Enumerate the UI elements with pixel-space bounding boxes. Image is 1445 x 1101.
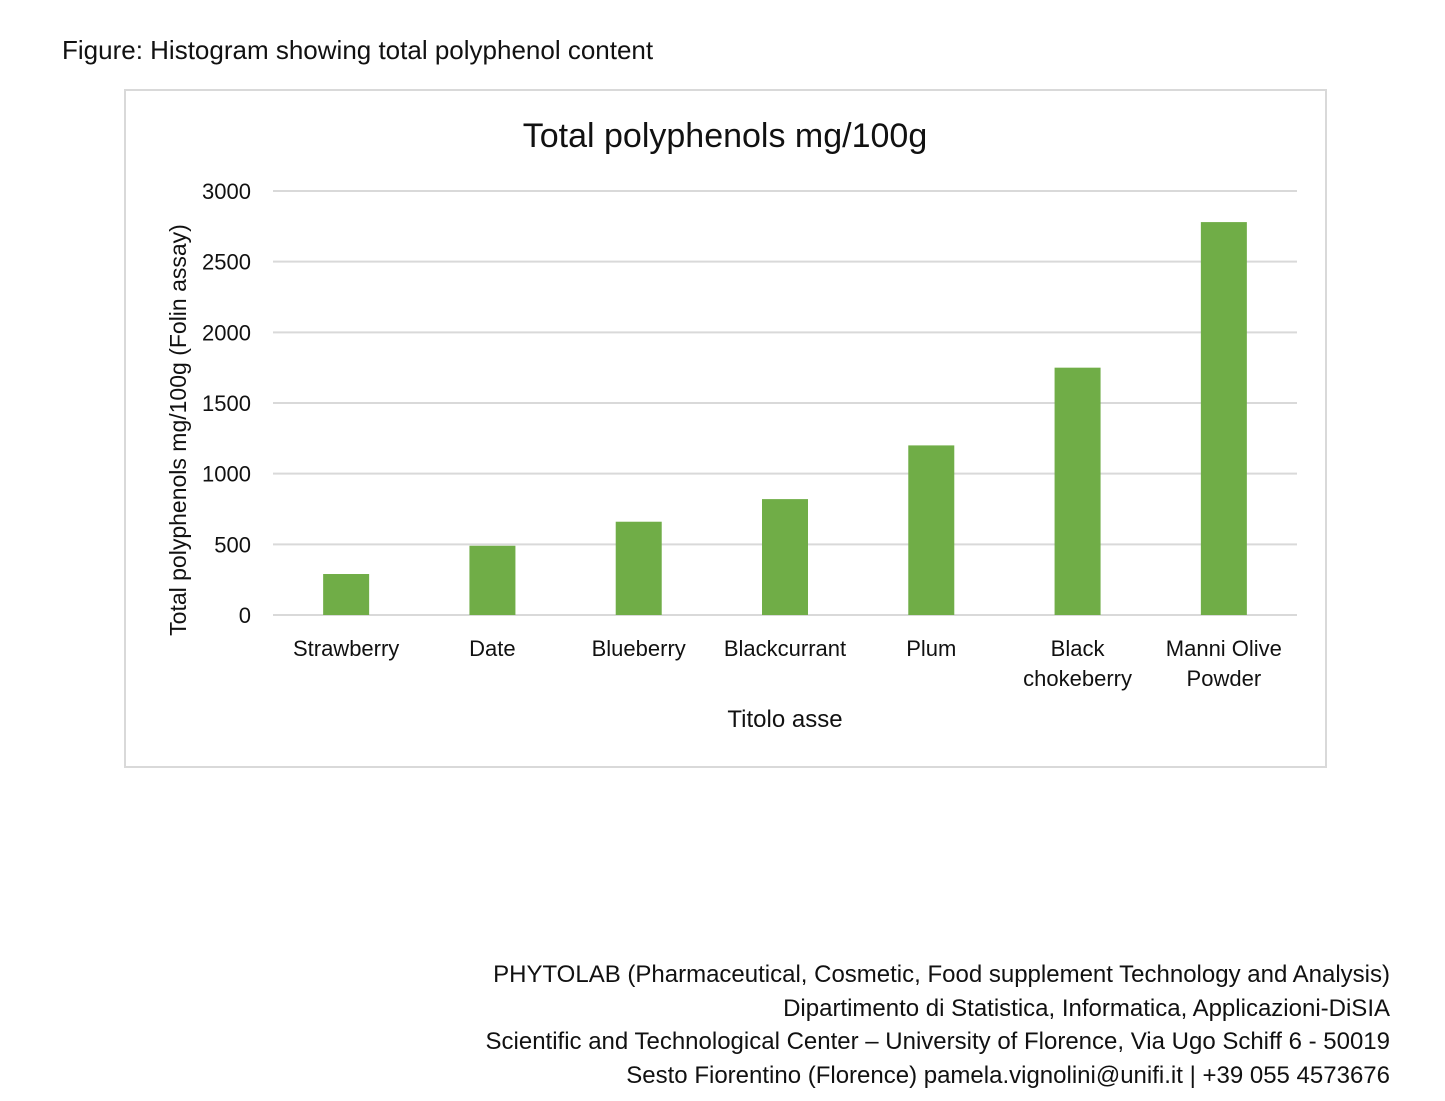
chart-frame	[124, 89, 1327, 768]
footer-line-address: Scientific and Technological Center – Un…	[485, 1028, 1391, 1055]
x-tick-label: Manni Olive	[1166, 636, 1282, 661]
x-tick-label: Black	[1051, 636, 1106, 661]
x-axis-label: Titolo asse	[727, 706, 842, 733]
bar	[1200, 222, 1247, 616]
footer-line-lab: PHYTOLAB (Pharmaceutical, Cosmetic, Food…	[493, 961, 1390, 988]
footer-line-contact: Sesto Fiorentino (Florence) pamela.vigno…	[626, 1061, 1390, 1089]
y-axis-label: Total polyphenols mg/100g (Folin assay)	[165, 224, 191, 636]
x-tick-label: Blackcurrant	[724, 636, 846, 661]
y-tick-label: 1500	[202, 391, 251, 416]
chart-title: Total polyphenols mg/100g	[523, 117, 928, 155]
x-tick-label: Plum	[906, 636, 956, 661]
bar	[1054, 367, 1101, 615]
footer-credits: PHYTOLAB (Pharmaceutical, Cosmetic, Food…	[486, 958, 1391, 1092]
bars	[323, 222, 1247, 616]
x-tick-label: Date	[469, 636, 515, 661]
y-tick-label: 2000	[202, 320, 251, 345]
y-tick-labels: 0 500 1000 1500 2000 2500 3000	[202, 179, 251, 628]
bar	[615, 521, 662, 615]
y-tick-label: 3000	[202, 179, 251, 204]
y-tick-label: 0	[239, 603, 251, 628]
footer-line-department: Dipartimento di Statistica, Informatica,…	[783, 994, 1390, 1022]
bar	[469, 545, 516, 615]
bar	[908, 445, 955, 615]
y-tick-label: 2500	[202, 250, 251, 275]
x-tick-label: chokeberry	[1023, 666, 1132, 691]
y-tick-label: 1000	[202, 462, 251, 487]
x-tick-label: Powder	[1187, 666, 1262, 691]
x-tick-label: Blueberry	[592, 636, 686, 661]
bar	[762, 499, 808, 615]
x-tick-labels: Strawberry Date Blueberry Blackcurrant Plum B…	[293, 636, 1282, 691]
x-tick-label: Strawberry	[293, 636, 399, 661]
gridlines	[273, 190, 1297, 616]
bar	[323, 574, 370, 615]
y-tick-label: 500	[214, 532, 251, 557]
figure-caption: Figure: Histogram showing total polyphen…	[62, 35, 654, 65]
